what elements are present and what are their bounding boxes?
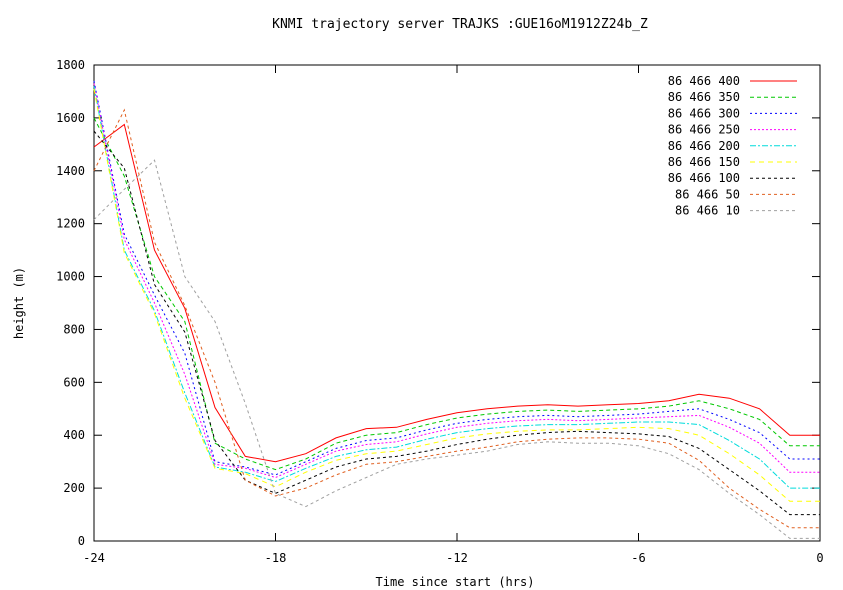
x-tick-label: 0 [816, 551, 823, 565]
legend-label: 86 466 100 [668, 171, 740, 185]
x-axis-label: Time since start (hrs) [376, 575, 535, 589]
y-tick-label: 200 [63, 481, 85, 495]
y-tick-label: 600 [63, 375, 85, 389]
y-tick-label: 1000 [56, 270, 85, 284]
legend-label: 86 466 400 [668, 74, 740, 88]
y-tick-label: 1400 [56, 164, 85, 178]
legend-label: 86 466 250 [668, 123, 740, 137]
y-tick-label: 1200 [56, 217, 85, 231]
x-tick-label: -6 [631, 551, 645, 565]
y-tick-label: 1600 [56, 111, 85, 125]
series-line [93, 117, 820, 471]
series-line [93, 123, 820, 463]
legend-label: 86 466 10 [675, 204, 740, 218]
series-line [93, 83, 820, 479]
x-tick-label: -18 [265, 551, 287, 565]
series-line [93, 130, 820, 516]
y-axis-label: height (m) [12, 267, 26, 339]
y-tick-label: 1800 [56, 58, 85, 72]
y-tick-label: 800 [63, 322, 85, 336]
legend-label: 86 466 300 [668, 106, 740, 120]
legend-label: 86 466 50 [675, 187, 740, 201]
legend-label: 86 466 200 [668, 139, 740, 153]
series-line [93, 159, 820, 539]
x-tick-label: -24 [83, 551, 105, 565]
legend-label: 86 466 350 [668, 90, 740, 104]
y-tick-label: 400 [63, 428, 85, 442]
series-lines [93, 80, 820, 539]
chart-title: KNMI trajectory server TRAJKS :GUE16oM19… [272, 17, 648, 32]
legend-label: 86 466 150 [668, 155, 740, 169]
series-line [93, 88, 820, 502]
legend: 86 466 400 86 466 350 86 466 300 86 466 250… [668, 74, 797, 218]
plot-axes: -24 -18 -12 -6 0 0 200 400 600 800 1000 1200 1400 160… [56, 58, 824, 565]
y-tick-label: 0 [78, 534, 85, 548]
series-line [93, 108, 820, 529]
x-tick-label: -12 [446, 551, 468, 565]
series-line [93, 86, 820, 489]
